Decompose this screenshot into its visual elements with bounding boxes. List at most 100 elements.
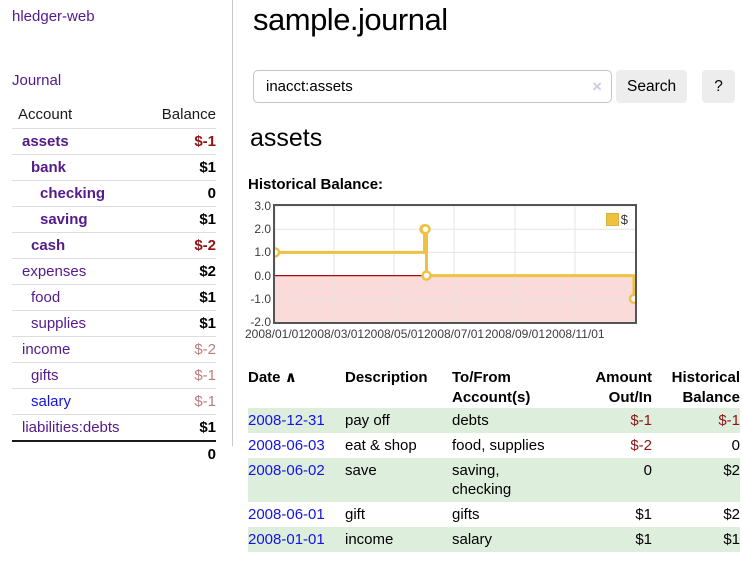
- clear-search-icon[interactable]: ×: [592, 77, 602, 96]
- account-balance: $1: [199, 159, 216, 176]
- y-tick-label: 0.0: [254, 268, 271, 283]
- sidebar-item-gifts[interactable]: gifts: [31, 367, 59, 384]
- transaction-balance: $-1: [718, 412, 740, 429]
- x-tick-label: 2008/11/01: [545, 327, 605, 341]
- y-tick-label: -2.0: [250, 315, 271, 329]
- account-balance: 0: [207, 185, 216, 202]
- table-row: saving $1: [12, 206, 216, 233]
- historical-balance-chart: $ 3.0 2.0 1.0 0.0 -1.0 -2.0 2008/01/01 2008/03…: [245, 199, 728, 345]
- table-row: income $-2: [12, 336, 216, 363]
- help-button[interactable]: ?: [702, 70, 735, 103]
- x-tick-label: 2008/05/01: [363, 327, 425, 341]
- search-button[interactable]: Search: [616, 70, 688, 103]
- table-row: expenses $2: [12, 258, 216, 285]
- y-tick-label: 2.0: [254, 222, 271, 237]
- account-balance: $-1: [194, 133, 216, 150]
- accounts-total: 0: [207, 446, 216, 463]
- transaction-date-link[interactable]: 2008-01-01: [248, 531, 325, 548]
- sidebar-item-assets[interactable]: assets: [22, 133, 69, 150]
- table-row: bank $1: [12, 154, 216, 181]
- page-title: sample.journal: [253, 2, 448, 37]
- transaction-date-link[interactable]: 2008-06-02: [248, 462, 325, 479]
- transaction-description: pay off: [345, 412, 390, 429]
- transaction-date-link[interactable]: 2008-06-01: [248, 506, 325, 523]
- sidebar-item-income[interactable]: income: [22, 341, 71, 358]
- sidebar-item-saving[interactable]: saving: [40, 211, 88, 228]
- table-row: 2008-01-01 income salary $1 $1: [248, 527, 740, 552]
- legend-label: $: [620, 212, 628, 227]
- data-point-marker: [628, 293, 635, 305]
- chart-plot-area: $: [273, 204, 637, 324]
- sidebar-item-supplies[interactable]: supplies: [31, 315, 87, 332]
- x-tick-label: 2008/01/01: [244, 327, 306, 341]
- y-tick-label: 3.0: [254, 199, 271, 213]
- sidebar-item-salary[interactable]: salary: [31, 393, 72, 410]
- transaction-accounts: gifts: [452, 506, 480, 523]
- app-title-link[interactable]: hledger-web: [12, 8, 95, 25]
- accounts-header-balance: Balance: [161, 106, 216, 123]
- table-row: 2008-06-02 save saving, checking 0 $2: [248, 458, 740, 502]
- x-tick-label: 2008/07/01: [423, 327, 485, 341]
- table-row: food $1: [12, 284, 216, 311]
- account-heading: assets: [250, 124, 323, 152]
- transaction-amount: 0: [643, 462, 652, 479]
- account-balance: $1: [199, 419, 216, 436]
- sidebar: hledger-web Journal Account Balance asse…: [0, 0, 233, 463]
- main-content: sample.journal × Search ? assets Histori…: [233, 0, 742, 582]
- account-balance: $1: [199, 289, 216, 306]
- transaction-description: gift: [345, 506, 366, 523]
- register-header-balance: Historical Balance: [671, 369, 740, 406]
- table-row: 2008-12-31 pay off debts $-1 $-1: [248, 408, 740, 433]
- transaction-balance: 0: [731, 437, 740, 454]
- transaction-balance: $1: [723, 531, 740, 548]
- table-row: assets $-1: [12, 128, 216, 155]
- sidebar-item-food[interactable]: food: [31, 289, 61, 306]
- sidebar-item-checking[interactable]: checking: [40, 185, 106, 202]
- account-balance: $1: [199, 211, 216, 228]
- sidebar-item-journal[interactable]: Journal: [12, 72, 62, 89]
- transaction-date-link[interactable]: 2008-12-31: [248, 412, 325, 429]
- transaction-description: eat & shop: [345, 437, 417, 454]
- chart-title: Historical Balance:: [248, 176, 384, 193]
- transaction-balance: $2: [723, 462, 740, 479]
- x-tick-label: 2008/03/01: [303, 327, 365, 341]
- data-point-marker: [421, 270, 432, 281]
- data-point-marker: [275, 247, 281, 258]
- y-tick-label: 1.0: [254, 245, 271, 260]
- accounts-table: Account Balance assets $-1 bank $1 checkin…: [12, 102, 216, 467]
- table-row: 2008-06-01 gift gifts $1 $2: [248, 502, 740, 527]
- sidebar-item-expenses[interactable]: expenses: [22, 263, 87, 280]
- sort-asc-icon: ∧: [284, 369, 297, 386]
- transaction-accounts: food, supplies: [452, 437, 545, 454]
- transaction-accounts: salary: [452, 531, 493, 548]
- legend-swatch-icon: [605, 213, 619, 226]
- search-input[interactable]: [253, 70, 612, 103]
- transaction-amount: $1: [635, 531, 652, 548]
- register-header-accounts: To/From Account(s): [452, 369, 531, 406]
- sidebar-item-liabilities-debts[interactable]: liabilities:debts: [22, 419, 120, 436]
- table-row: liabilities:debts $1: [12, 414, 216, 442]
- account-balance: $-1: [194, 393, 216, 410]
- x-tick-label: 2008/09/01: [484, 327, 546, 341]
- sidebar-item-bank[interactable]: bank: [31, 159, 67, 176]
- table-row: gifts $-1: [12, 362, 216, 389]
- y-tick-label: -1.0: [250, 291, 271, 306]
- table-row: 2008-06-03 eat & shop food, supplies $-2…: [248, 433, 740, 458]
- register-header-date[interactable]: Date ∧: [248, 369, 297, 386]
- transaction-description: income: [345, 531, 394, 548]
- table-row: supplies $1: [12, 310, 216, 337]
- transaction-description: save: [345, 462, 377, 479]
- table-row: salary $-1: [12, 388, 216, 415]
- transaction-accounts: debts: [452, 412, 489, 429]
- transaction-date-link[interactable]: 2008-06-03: [248, 437, 325, 454]
- account-balance: $-1: [194, 367, 216, 384]
- register-table: Date ∧ Description To/From Account(s) Am…: [248, 368, 740, 552]
- chart-legend: $: [605, 212, 628, 227]
- transaction-amount: $1: [635, 506, 652, 523]
- accounts-header-account: Account: [18, 106, 73, 123]
- transaction-amount: $-1: [630, 412, 652, 429]
- sidebar-item-cash[interactable]: cash: [31, 237, 66, 254]
- accounts-total-row: 0: [12, 441, 216, 467]
- account-balance: $2: [199, 263, 216, 280]
- transaction-accounts: saving, checking: [452, 462, 512, 498]
